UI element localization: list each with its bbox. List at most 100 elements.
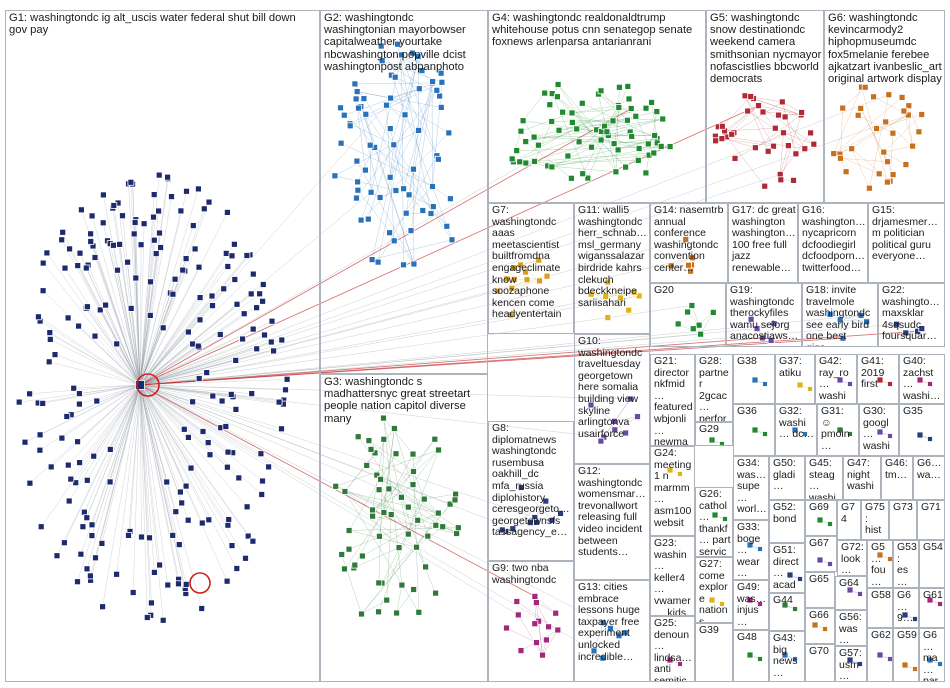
group-cell-g38: G38 [733, 354, 775, 404]
network-edge [139, 384, 192, 469]
network-node [402, 209, 410, 217]
network-node [857, 105, 865, 112]
group-label: G50: gladi… [773, 457, 796, 493]
network-node [564, 152, 572, 160]
network-node [386, 125, 394, 132]
network-edge [372, 484, 414, 511]
group-label: G67 [809, 537, 829, 549]
network-node [228, 252, 236, 260]
network-node [156, 229, 163, 237]
network-node [712, 137, 719, 145]
network-edge [139, 384, 236, 410]
network-edge [39, 384, 141, 436]
group-cell-g2: G2: washingtondc washingtonian mayorbows… [320, 10, 488, 374]
network-node [870, 93, 877, 101]
network-node [781, 651, 789, 659]
network-node [365, 437, 373, 445]
network-node [88, 532, 96, 539]
network-node [168, 193, 175, 201]
network-node [526, 519, 534, 526]
group-label: G71 [921, 501, 941, 513]
network-node [616, 83, 623, 91]
network-edge [357, 91, 391, 99]
network-node [587, 290, 595, 298]
group-label: G72: look… [841, 541, 864, 576]
network-node [517, 261, 524, 269]
network-node [45, 358, 53, 366]
network-edge [538, 621, 543, 656]
network-node [826, 310, 834, 318]
network-edge [572, 120, 614, 123]
network-node [780, 129, 787, 137]
network-node [275, 398, 283, 406]
group-cell-g32: G32: washi… dc… [775, 404, 817, 456]
network-node [176, 488, 184, 496]
network-node [807, 386, 813, 392]
network-node [677, 661, 683, 667]
network-edge [139, 384, 239, 479]
network-node [543, 272, 551, 280]
network-node [187, 464, 195, 472]
network-edge [42, 290, 141, 386]
network-node [164, 581, 172, 589]
network-node [387, 511, 395, 519]
network-node [249, 325, 257, 333]
network-node [183, 187, 190, 195]
network-node [87, 572, 94, 580]
network-node [689, 254, 696, 262]
network-node [113, 570, 120, 578]
network-node [267, 338, 275, 346]
network-node [216, 331, 224, 338]
network-node [98, 540, 106, 547]
network-edge [139, 384, 173, 536]
network-node [722, 516, 728, 522]
group-label: G20 [654, 284, 674, 296]
network-node [76, 459, 83, 467]
network-node [331, 172, 339, 180]
network-node [119, 212, 126, 220]
network-edge [607, 292, 635, 318]
network-node [261, 331, 268, 339]
network-node [61, 539, 68, 547]
network-node [688, 302, 696, 309]
network-node [371, 449, 379, 457]
network-node [674, 320, 682, 328]
group-label: G44 [773, 594, 793, 606]
network-node [182, 581, 190, 588]
network-node [610, 140, 618, 148]
network-node [615, 104, 623, 111]
network-node [434, 155, 442, 163]
network-node [140, 220, 148, 228]
network-node [364, 215, 372, 223]
network-edge [127, 262, 141, 386]
network-edge [534, 121, 552, 162]
network-edge [547, 138, 658, 167]
network-node [405, 191, 413, 199]
network-node [222, 423, 230, 430]
group-label: G70 [809, 645, 829, 657]
group-cell-g65: G65 [805, 572, 835, 608]
network-node [531, 593, 539, 600]
group-label: G5: washingtondc snow destinationdc week… [710, 12, 822, 86]
network-node [205, 516, 213, 524]
group-cell-g16: G16: washington… nycapricorn dcfoodiegir… [798, 203, 868, 283]
group-cell-g60: G6… 9… [893, 588, 919, 628]
network-edge [39, 384, 141, 451]
network-edge [90, 233, 141, 386]
network-node [847, 381, 853, 387]
network-edge [525, 141, 572, 179]
network-node [61, 264, 69, 272]
network-edge [139, 281, 151, 386]
network-node [792, 606, 798, 612]
network-edge [139, 384, 187, 585]
network-edge [90, 384, 141, 581]
network-node [777, 176, 785, 184]
network-node [390, 141, 398, 149]
network-node [816, 516, 824, 524]
network-edge [139, 384, 182, 503]
group-label: G32: washi… dc… [779, 405, 815, 441]
network-node [199, 428, 207, 435]
network-edge [408, 82, 433, 195]
network-node [59, 228, 67, 236]
network-node [196, 316, 204, 324]
